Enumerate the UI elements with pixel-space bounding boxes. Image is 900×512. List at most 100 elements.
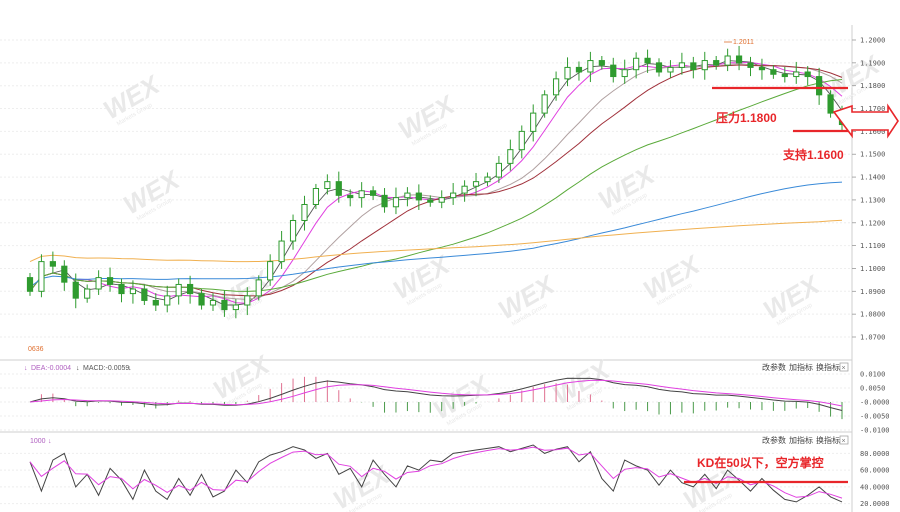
candle-body	[827, 94, 834, 114]
candle-body	[358, 190, 365, 199]
svg-text:↓: ↓	[76, 365, 80, 372]
candle	[278, 230, 285, 269]
candle-body	[244, 295, 251, 306]
kd-tick-label: 40.0000	[860, 483, 890, 491]
candle	[678, 52, 685, 75]
candle	[758, 58, 766, 80]
kd-edit-params-button[interactable]: 改参数	[762, 435, 786, 445]
price-tick-label: 1.1100	[860, 242, 885, 250]
candle-body	[461, 185, 468, 194]
candle	[587, 51, 594, 83]
candle	[770, 65, 777, 79]
close-icon: ×	[842, 365, 846, 372]
candle	[575, 61, 583, 81]
candle	[61, 260, 68, 291]
candle-body	[507, 149, 514, 164]
candle	[827, 90, 834, 118]
price-tick-label: 1.0900	[860, 288, 885, 296]
candle	[324, 174, 331, 195]
macd-add-indicator-button[interactable]: 加指标	[789, 362, 813, 372]
candle-body	[118, 283, 125, 295]
macd-dea-value: DEA:-0.0004	[31, 365, 71, 372]
candle	[804, 66, 811, 86]
candle	[49, 251, 56, 274]
price-tick-label: 1.1200	[860, 219, 885, 227]
macd-dif-line	[29, 377, 843, 411]
candle-body	[255, 279, 262, 297]
candle	[164, 285, 171, 313]
kd-tick-label: 60.0000	[860, 467, 890, 475]
price-tick-label: 1.1800	[860, 82, 885, 90]
candle	[438, 190, 445, 209]
candle	[644, 49, 651, 73]
candle-body	[61, 265, 68, 283]
price-tick-label: 1.1900	[860, 59, 885, 67]
price-low-label: 0636	[28, 346, 44, 353]
candle	[198, 289, 205, 310]
candle-body	[129, 288, 137, 295]
kd-close-button[interactable]	[839, 435, 849, 445]
candle-body	[72, 281, 79, 299]
candle	[381, 188, 388, 213]
high-marker: 1.2011	[724, 39, 754, 46]
candle	[621, 59, 628, 84]
price-tick-label: 1.1000	[860, 265, 885, 273]
candle	[255, 275, 262, 301]
kd-switch-indicator-button[interactable]: 换指标	[816, 435, 840, 445]
macd-toolbar: 改参数 加指标 换指标 ×	[762, 362, 849, 372]
candlestick-series	[26, 45, 846, 319]
candle	[552, 71, 560, 101]
candle	[484, 172, 491, 187]
macd-switch-indicator-button[interactable]: 换指标	[816, 362, 840, 372]
macd-indicator	[29, 376, 843, 420]
ma-250-line	[29, 219, 843, 263]
candle-body	[735, 55, 743, 64]
kd-tick-label: 80.0000	[860, 450, 890, 458]
candle-body	[793, 71, 800, 78]
candle	[38, 254, 45, 298]
kd-d-line	[29, 446, 843, 499]
macd-tick-label: -0.0100	[860, 427, 890, 435]
kd-k-line	[29, 444, 843, 503]
candle-body	[530, 112, 537, 132]
candle	[427, 195, 434, 207]
candle-body	[450, 192, 457, 199]
macd-edit-params-button[interactable]: 改参数	[762, 362, 786, 372]
grid-lines	[0, 39, 852, 505]
kd-toolbar: 改参数 加指标 换指标 ×	[762, 435, 849, 445]
candle	[690, 56, 697, 79]
price-tick-label: 1.0800	[860, 311, 885, 319]
candle	[724, 48, 731, 72]
candle	[141, 284, 148, 306]
candle-body	[301, 203, 308, 221]
candle-body	[770, 69, 777, 75]
macd-value: MACD:-0.0059	[83, 365, 129, 372]
candle-body	[141, 288, 148, 301]
candle	[495, 156, 503, 184]
candle	[450, 183, 457, 205]
candle-body	[690, 62, 697, 71]
candle-body	[324, 181, 331, 189]
price-tick-label: 1.1700	[860, 105, 885, 113]
candle	[106, 267, 114, 292]
price-high-label: 1.2011	[733, 39, 754, 46]
candle	[289, 214, 297, 250]
candle-body	[758, 66, 766, 71]
candle	[747, 56, 754, 77]
svg-text:↓: ↓	[128, 365, 132, 372]
resistance-annotation: 压力1.1800	[716, 110, 777, 125]
candle-body	[175, 283, 182, 297]
candle	[347, 189, 354, 207]
candle	[701, 51, 708, 80]
candle-body	[84, 288, 91, 299]
svg-text:↓: ↓	[24, 365, 28, 372]
macd-close-button[interactable]	[839, 362, 849, 372]
candle-body	[335, 181, 342, 196]
kd-legend-value: 1000	[30, 438, 46, 445]
candle	[221, 290, 228, 317]
candle-body	[587, 60, 594, 73]
candle-body	[427, 199, 434, 203]
candle	[267, 254, 274, 286]
candle-body	[152, 299, 159, 306]
kd-add-indicator-button[interactable]: 加指标	[789, 435, 813, 445]
